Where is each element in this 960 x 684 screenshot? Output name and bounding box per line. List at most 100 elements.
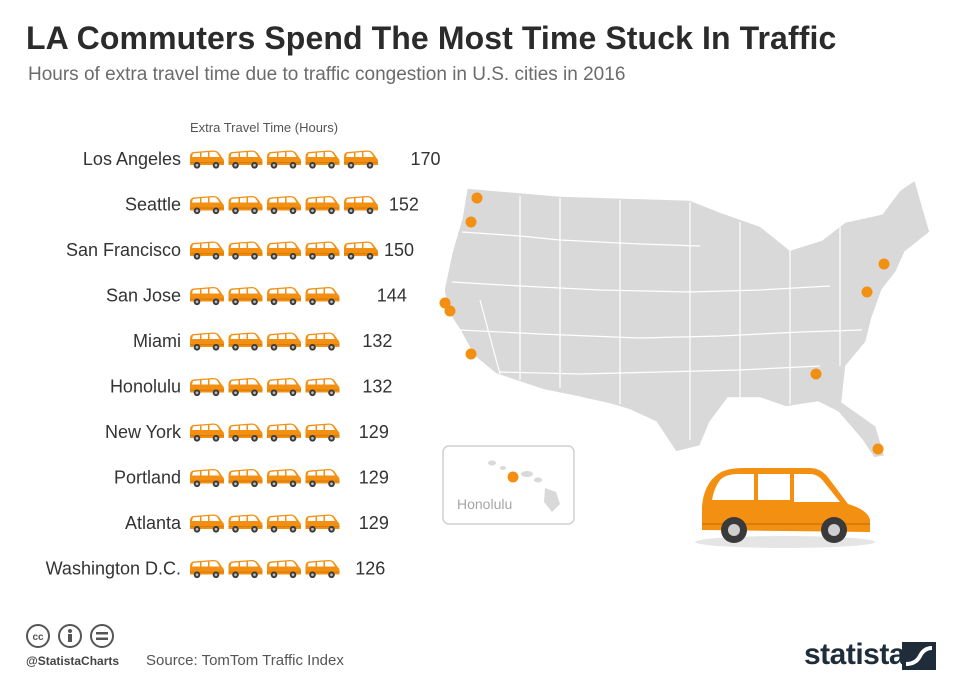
van-icon xyxy=(228,332,263,351)
van-icon xyxy=(267,560,301,579)
bar-miami xyxy=(190,332,358,351)
van-icon xyxy=(305,241,340,260)
value-label-miami: 132 xyxy=(362,331,392,351)
statista-logo: statista xyxy=(804,638,906,671)
marker-san-francisco xyxy=(439,297,451,309)
van-icon xyxy=(190,332,224,351)
van-icon xyxy=(267,196,301,215)
value-label-atlanta: 129 xyxy=(359,513,389,533)
van-icon xyxy=(190,560,224,579)
marker-miami xyxy=(872,443,884,455)
city-markers xyxy=(439,192,890,483)
van-icon xyxy=(190,378,224,397)
value-label-seattle: 152 xyxy=(389,195,419,215)
bar-san-francisco xyxy=(190,241,378,260)
van-icon xyxy=(190,514,224,533)
van-icon xyxy=(190,469,224,488)
van-icon xyxy=(190,150,224,169)
value-label-san-jose: 144 xyxy=(377,286,407,306)
van-icon xyxy=(267,514,301,533)
bar-new-york xyxy=(190,423,354,442)
bar-los-angeles xyxy=(190,150,406,169)
van-icon xyxy=(228,560,263,579)
marker-honolulu xyxy=(507,471,519,483)
van-icon xyxy=(305,332,340,351)
category-label-portland: Portland xyxy=(114,468,181,488)
van-icon xyxy=(344,196,378,215)
van-icon xyxy=(305,423,340,442)
category-label-miami: Miami xyxy=(133,331,181,351)
state-borders xyxy=(451,196,863,440)
value-label-portland: 129 xyxy=(359,468,389,488)
van-icon xyxy=(228,150,263,169)
van-icon xyxy=(305,469,340,488)
axis-label: Extra Travel Time (Hours) xyxy=(190,120,339,135)
value-label-san-francisco: 150 xyxy=(384,240,414,260)
van-icon xyxy=(228,514,263,533)
category-label-san-francisco: San Francisco xyxy=(66,240,181,260)
no-derivatives-icon xyxy=(90,624,114,648)
van-icon xyxy=(267,423,301,442)
van-icon xyxy=(228,469,263,488)
van-icon xyxy=(267,150,301,169)
category-label-los-angeles: Los Angeles xyxy=(83,149,181,169)
inset-label: Honolulu xyxy=(457,496,512,512)
van-icon xyxy=(190,241,224,260)
van-icon xyxy=(344,241,378,260)
van-icon xyxy=(267,469,301,488)
marker-new-york xyxy=(878,258,890,270)
van-icon xyxy=(305,287,340,306)
bar-portland xyxy=(190,469,354,488)
attribution-icon xyxy=(58,624,82,648)
van-icon xyxy=(305,560,340,579)
footer-source: Source: TomTom Traffic Index xyxy=(146,652,344,669)
bar-seattle xyxy=(190,196,384,215)
mainland-shape xyxy=(443,178,931,459)
hawaii-islands xyxy=(488,460,560,512)
van-icon xyxy=(267,332,301,351)
van-icon xyxy=(305,378,340,397)
category-label-washington-d-c: Washington D.C. xyxy=(46,559,181,579)
marker-atlanta xyxy=(810,368,822,380)
van-icon xyxy=(344,150,378,169)
van-icon xyxy=(228,378,263,397)
van-icon-partial xyxy=(344,287,372,306)
van-icon xyxy=(228,423,263,442)
van-icon xyxy=(267,378,301,397)
van-icon xyxy=(228,241,263,260)
van-illustration xyxy=(695,468,875,548)
van-icon xyxy=(305,150,340,169)
value-label-honolulu: 132 xyxy=(362,377,392,397)
category-label-atlanta: Atlanta xyxy=(125,513,182,533)
van-icon xyxy=(267,241,301,260)
bar-honolulu xyxy=(190,378,358,397)
van-icon xyxy=(228,196,263,215)
statista-logo-icon xyxy=(902,642,936,670)
van-icon xyxy=(190,196,224,215)
van-icon xyxy=(228,287,263,306)
van-icon xyxy=(305,196,340,215)
value-label-new-york: 129 xyxy=(359,422,389,442)
van-icon xyxy=(190,287,224,306)
chart-subtitle: Hours of extra travel time due to traffi… xyxy=(28,64,626,85)
marker-los-angeles xyxy=(465,348,477,360)
bar-washington-d-c xyxy=(190,560,351,579)
van-icon xyxy=(190,423,224,442)
marker-washington-dc xyxy=(861,286,873,298)
bar-atlanta xyxy=(190,514,354,533)
category-label-seattle: Seattle xyxy=(125,195,181,215)
category-label-san-jose: San Jose xyxy=(106,286,181,306)
bar-san-jose xyxy=(190,287,372,306)
van-icon xyxy=(305,514,340,533)
marker-portland xyxy=(465,216,477,228)
hawaii-inset xyxy=(442,445,575,525)
category-label-honolulu: Honolulu xyxy=(110,377,181,397)
cc-icon: cc xyxy=(26,624,50,648)
footer-handle: @StatistaCharts xyxy=(26,654,120,668)
chart-rows: Los Angeles 170 Seattle 152 San Francisco 150… xyxy=(46,149,441,579)
van-icon xyxy=(267,287,301,306)
value-label-washington-d-c: 126 xyxy=(355,559,385,579)
svg-text:cc: cc xyxy=(32,632,44,643)
license-icons: cc xyxy=(26,624,114,648)
